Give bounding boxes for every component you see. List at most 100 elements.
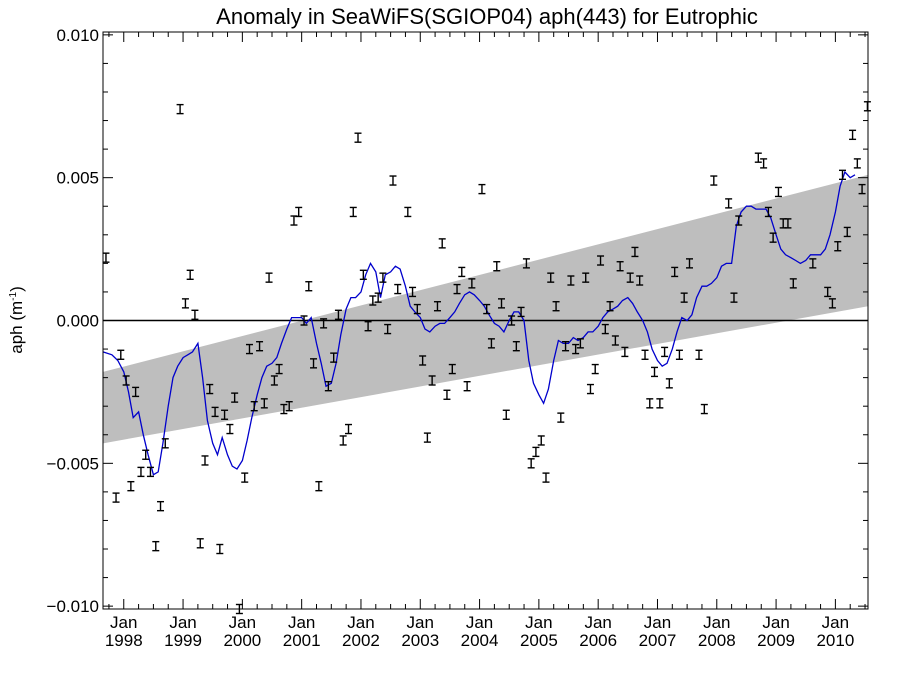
x-tick-label-month: Jan [644,613,671,632]
data-point [231,392,239,403]
y-axis-label-main: aph (m [7,301,26,354]
data-point [369,295,377,306]
data-point [626,272,634,283]
data-point [453,283,461,295]
data-points-layer [102,101,871,615]
data-point [265,272,273,283]
smooth-line-layer [102,170,856,476]
data-point [423,432,431,443]
y-tick-label: 0.000 [56,312,99,331]
x-tick-label-month: Jan [466,613,493,632]
x-axis-ticks: Jan1998Jan1999Jan2000Jan2001Jan2002Jan20… [105,32,866,650]
x-tick-label-month: Jan [229,613,256,632]
data-point [828,298,836,309]
data-point [512,341,520,352]
data-point [102,252,110,263]
data-point [508,315,516,326]
data-point [137,466,145,478]
data-point [256,341,264,352]
data-point [858,183,866,195]
data-point [181,298,189,309]
data-point [502,409,510,420]
data-point [146,466,154,478]
data-point [567,275,575,286]
data-point [428,375,436,386]
x-tick-label-month: Jan [703,613,730,632]
data-point [241,472,249,483]
data-point [686,258,693,269]
data-point [522,258,530,269]
data-point [305,281,313,292]
data-point [700,403,708,415]
data-point [419,355,427,366]
data-point [517,306,525,318]
x-tick-label-year: 2008 [698,631,736,650]
data-point [142,449,150,460]
data-point [191,309,199,320]
data-point [671,266,679,278]
data-point [646,398,654,409]
data-point [226,423,234,435]
data-point [532,446,540,458]
data-point [300,315,308,326]
data-point [176,103,184,115]
x-tick-label-month: Jan [525,613,552,632]
data-point [433,301,441,312]
data-point [636,275,644,286]
data-point [586,383,594,395]
data-point [601,323,609,335]
data-point [315,480,323,492]
y-tick-label: 0.010 [56,26,99,45]
data-point [448,363,456,375]
data-point [196,538,204,549]
data-point [537,435,545,446]
data-point [680,292,688,303]
y-tick-label: −0.005 [47,454,99,473]
data-point [839,169,846,181]
x-tick-label-year: 2005 [520,631,558,650]
data-point [285,400,293,412]
data-point [834,241,842,252]
y-tick-label: 0.005 [56,169,99,188]
data-point [675,349,683,360]
chart-title: Anomaly in SeaWiFS(SGIOP04) aph(443) for… [216,4,758,29]
data-point [665,378,673,389]
data-point [576,338,584,349]
data-point [725,198,733,209]
data-point [330,352,338,363]
data-point [863,101,871,112]
data-point [295,206,303,218]
data-point [487,338,495,349]
smooth-series-line [102,170,856,476]
data-point [250,400,258,412]
x-tick-label-month: Jan [584,613,611,632]
data-point [710,175,718,186]
data-point [122,375,130,386]
data-point [201,455,209,466]
x-tick-label-year: 1998 [105,631,143,650]
data-point [468,278,476,289]
data-point [280,403,288,415]
data-point [730,292,738,303]
data-point [324,380,332,392]
y-tick-label: −0.010 [47,597,99,616]
data-point [334,309,342,320]
data-point [641,349,649,360]
y-axis-label: aph (m-1) [7,286,26,354]
data-point [275,363,283,375]
data-point [359,269,367,280]
data-point [112,492,120,503]
data-point [789,278,797,289]
data-point [695,349,703,360]
data-point [493,261,501,272]
data-point [152,540,160,552]
data-point [384,323,392,335]
data-point [364,321,372,332]
data-point [651,366,659,378]
data-point [443,389,451,400]
x-tick-label-year: 2009 [757,631,795,650]
data-point [735,215,743,226]
data-point [320,318,328,329]
data-point [186,269,194,280]
data-point [339,435,347,446]
